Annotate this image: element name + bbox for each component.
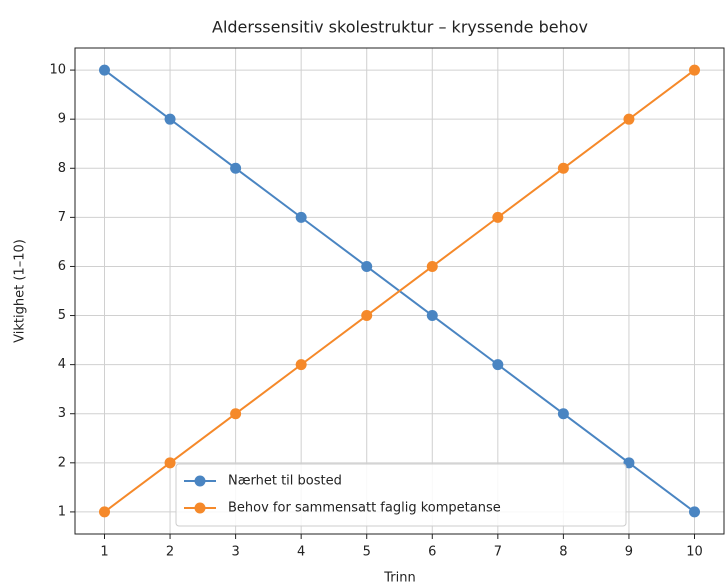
x-tick-label: 2 xyxy=(166,545,174,560)
point xyxy=(99,64,110,76)
point xyxy=(295,211,307,223)
point xyxy=(426,310,438,322)
point xyxy=(99,506,110,518)
point xyxy=(492,359,504,371)
x-axis-label: Trinn xyxy=(383,571,415,585)
legend-marker xyxy=(194,475,206,487)
point xyxy=(230,162,242,174)
x-tick-label: 6 xyxy=(428,545,436,560)
point xyxy=(689,506,700,518)
point xyxy=(623,113,635,125)
plot-frame xyxy=(74,47,725,535)
point xyxy=(361,310,373,322)
x-tick-label: 10 xyxy=(686,545,703,560)
x-tick-label: 7 xyxy=(494,545,502,560)
point xyxy=(557,162,569,174)
x-tick-label: 8 xyxy=(559,545,567,560)
y-tick-label: 10 xyxy=(49,63,66,78)
x-tick-label: 3 xyxy=(231,545,239,560)
y-tick-label: 2 xyxy=(58,455,66,470)
x-tick-label: 5 xyxy=(363,545,371,560)
y-tick-label: 4 xyxy=(58,357,66,372)
x-tick-label: 4 xyxy=(297,545,305,560)
point xyxy=(164,113,176,125)
chart-title: Alderssensitiv skolestruktur – kryssende… xyxy=(212,18,588,37)
x-tick-label: 1 xyxy=(100,545,108,560)
x-tick-label: 9 xyxy=(625,545,633,560)
series-line xyxy=(103,69,696,513)
point xyxy=(557,408,569,420)
y-tick-label: 3 xyxy=(58,406,66,421)
legend-label: Nærhet til bosted xyxy=(228,474,342,489)
legend: Nærhet til bosted Behov for sammensatt fa… xyxy=(175,463,627,527)
legend-label: Behov for sammensatt faglig kompetanse xyxy=(228,501,501,516)
point xyxy=(426,260,438,272)
y-axis-label: Viktighet (1–10) xyxy=(13,239,28,343)
point xyxy=(295,359,307,371)
y-tick-label: 8 xyxy=(58,161,66,176)
y-tick-label: 6 xyxy=(58,259,66,274)
point xyxy=(361,260,373,272)
y-tick-label: 5 xyxy=(58,308,66,323)
point xyxy=(492,211,504,223)
y-tick-label: 1 xyxy=(58,504,66,519)
legend-box xyxy=(175,463,627,527)
y-tick-label: 7 xyxy=(58,210,66,225)
y-tick-label: 9 xyxy=(58,112,66,127)
point xyxy=(230,408,242,420)
point xyxy=(164,457,176,469)
point xyxy=(689,64,700,76)
legend-marker xyxy=(194,502,206,514)
